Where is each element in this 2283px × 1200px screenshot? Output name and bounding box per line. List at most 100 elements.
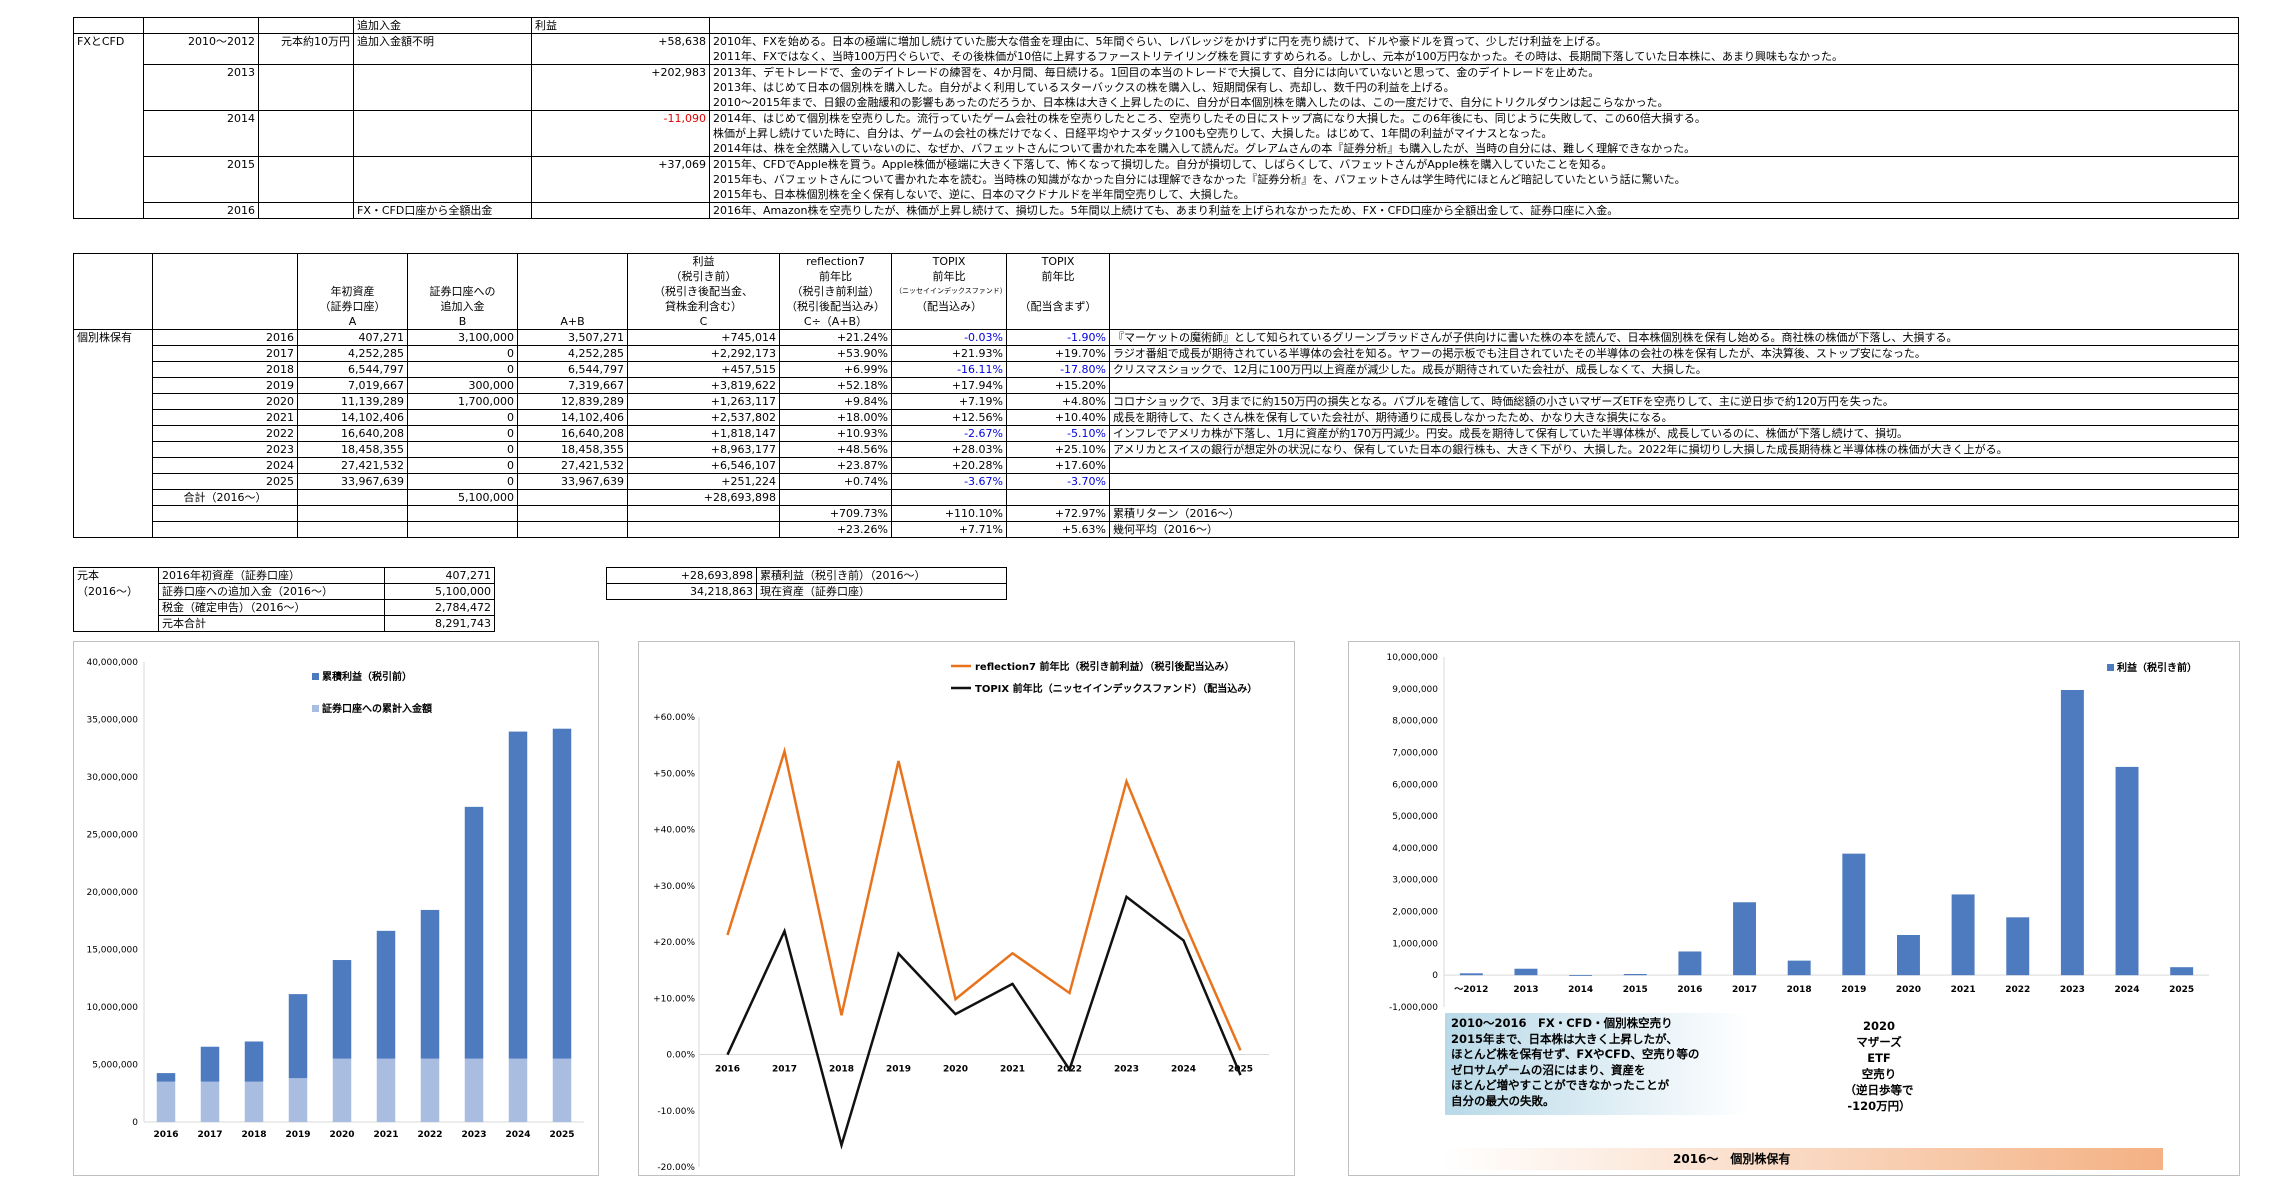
profit-bar xyxy=(464,806,484,1059)
profit-bar xyxy=(1733,902,1757,976)
history-table: 追加入金 利益 FXとCFD 2010～2012 元本約10万円 追加入金額不明 +58… xyxy=(73,17,2239,219)
x-tick-label: 2025 xyxy=(1228,1065,1253,1075)
holdings-r7: +18.00% xyxy=(779,409,892,426)
holdings-c: +6,546,107 xyxy=(627,457,780,474)
holdings-year: 2021 xyxy=(152,409,298,426)
history-row: 2013 +202,983 2013年、デモトレードで、金のデイトレードの練習を、4… xyxy=(73,64,2239,111)
summary-value: +28,693,898 xyxy=(606,567,757,584)
profit-bar xyxy=(288,994,308,1079)
annual-profit-chart: -1,000,000 0 1,000,000 2,000,000 3,000,000 4,… xyxy=(1386,653,2209,1013)
section-spacer xyxy=(73,425,153,442)
history-year: 2010～2012 xyxy=(143,33,259,65)
summary-row: 34,218,863 現在資産（証券口座） xyxy=(606,583,1007,600)
col-a-header: 年初資産 （証券口座） A xyxy=(297,253,408,330)
history-note: 2014年は、株を全然購入していないのに、なぜか、バフェットさんについて書かれた… xyxy=(709,141,2239,157)
history-row: 2010～2015年まで、日銀の金融緩和の影響もあったのだろうか、日本株は大きく… xyxy=(74,95,2239,111)
history-row: 2015 +37,069 2015年、CFDでApple株を買う。Apple株価が極… xyxy=(73,156,2239,203)
holdings-row: 2023 18,458,355 0 18,458,355 +8,963,177 +48.5… xyxy=(73,441,2239,458)
holdings-tp1: -0.03% xyxy=(891,329,1007,346)
x-tick-label: 2018 xyxy=(1787,985,1812,995)
principal-sublabel: （2016～） xyxy=(73,583,159,600)
principal-row: 元本合計 8,291,743 xyxy=(73,615,495,632)
left-annotation-box: 2010～2016 FX・CFD・個別株空売り 2015年まで、日本株は大きく上… xyxy=(1445,1013,1750,1115)
history-additional: 追加入金額不明 xyxy=(353,33,532,65)
history-additional: FX・CFD口座から全額出金 xyxy=(353,202,532,219)
x-tick-label: 2017 xyxy=(197,1130,222,1140)
average-tp2: +5.63% xyxy=(1006,521,1110,538)
holdings-c: +2,537,802 xyxy=(627,409,780,426)
x-tick-label: 2024 xyxy=(505,1130,530,1140)
y-tick-label: 25,000,000 xyxy=(86,831,138,841)
x-tick-label: 2021 xyxy=(373,1130,398,1140)
history-note: 2015年も、バフェットさんについて書かれた本を読む。当時株の知識がなかった自分… xyxy=(709,172,2239,187)
y-tick-label: 2,000,000 xyxy=(1392,908,1438,918)
section-spacer xyxy=(73,473,153,490)
history-note: 株価が上昇し続けていた時に、自分は、ゲームの会社の株だけでなく、日経平均やナスダ… xyxy=(709,126,2239,141)
holdings-b: 0 xyxy=(407,345,518,362)
history-year: 2014 xyxy=(143,110,259,157)
holdings-note: 成長を期待して、たくさん株を保有していた会社が、期待通りに成長しなかったため、か… xyxy=(1109,409,2239,426)
principal-value: 2,784,472 xyxy=(384,599,495,616)
holdings-tp2: +17.60% xyxy=(1006,457,1110,474)
x-tick-label: 2019 xyxy=(1841,985,1866,995)
deposit-bar xyxy=(508,1058,528,1122)
topix-line xyxy=(726,894,1242,1150)
history-capital xyxy=(258,64,354,111)
holdings-c: +2,292,173 xyxy=(627,345,780,362)
holdings-ab: 6,544,797 xyxy=(517,361,628,378)
profit-bar xyxy=(2170,967,2194,976)
col-b-header: 証券口座への 追加入金 B xyxy=(407,253,518,330)
principal-spacer xyxy=(73,615,159,632)
y-tick-label: 35,000,000 xyxy=(86,716,138,726)
holdings-tp1: +17.94% xyxy=(891,377,1007,394)
history-additional xyxy=(353,110,532,157)
history-profit: +202,983 xyxy=(531,64,710,111)
legend-label-profit: 累積利益（税引前） xyxy=(322,670,412,683)
holdings-note xyxy=(1109,377,2239,394)
holdings-c: +1,263,117 xyxy=(627,393,780,410)
y-tick-label: -1,000,000 xyxy=(1389,1003,1438,1013)
annual-profit-chart-panel: -1,000,000 0 1,000,000 2,000,000 3,000,000 4,… xyxy=(1348,641,2240,1176)
x-tick-label: 2024 xyxy=(2115,985,2140,995)
y-tick-label: +20.00% xyxy=(653,938,695,948)
footer-band: 2016～ 個別株保有 xyxy=(1443,1148,2163,1170)
holdings-tp1: +21.93% xyxy=(891,345,1007,362)
summary-key: 現在資産（証券口座） xyxy=(756,583,1007,600)
holdings-header-row: 年初資産 （証券口座） A 証券口座への 追加入金 B A+B 利益 （税引き前） （税引き… xyxy=(73,253,2239,330)
history-note: 2011年、FXではなく、当時100万円ぐらいで、その後株価が10倍に上昇するフ… xyxy=(709,49,2239,65)
y-tick-label: 3,000,000 xyxy=(1392,876,1438,886)
y-tick-label: 10,000,000 xyxy=(1386,653,1438,663)
history-category: FXとCFD xyxy=(73,33,144,65)
history-profit: +58,638 xyxy=(531,33,710,65)
profit-bar xyxy=(1623,974,1647,976)
col-c-header: 利益 （税引き前） （税引き後配当金、 貸株金利含む） C xyxy=(627,253,780,330)
history-profit: -11,090 xyxy=(531,110,710,157)
col-tp1-header: TOPIX 前年比 （ニッセイインデックスファンド） （配当込み） xyxy=(891,253,1007,330)
deposit-bar xyxy=(376,1058,396,1122)
holdings-tp1: -2.67% xyxy=(891,425,1007,442)
history-additional xyxy=(353,64,532,111)
x-tick-label: 2025 xyxy=(2169,985,2194,995)
y-tick-label: +60.00% xyxy=(653,713,695,723)
x-tick-label: 2022 xyxy=(417,1130,442,1140)
history-capital xyxy=(258,110,354,157)
profit-bar xyxy=(244,1041,264,1082)
history-profit: +37,069 xyxy=(531,156,710,203)
section-spacer xyxy=(73,441,153,458)
deposit-bar xyxy=(420,1058,440,1122)
x-tick-label: 2023 xyxy=(461,1130,486,1140)
profit-bar xyxy=(1514,968,1538,976)
cumulative-row: +709.73% +110.10% +72.97% 累積リターン（2016～） xyxy=(73,505,2239,522)
holdings-note: クリスマスショックで、12月に100万円以上資産が減少した。成長が期待されていた… xyxy=(1109,361,2239,378)
profit-bar xyxy=(552,728,572,1059)
principal-key: 2016年初資産（証券口座） xyxy=(158,567,385,584)
holdings-note: インフレでアメリカ株が下落し、1月に資産が約170万円減少。円安。成長を期待して… xyxy=(1109,425,2239,442)
history-row: FXとCFD 2010～2012 元本約10万円 追加入金額不明 +58,638 2010… xyxy=(73,33,2239,65)
cumulative-chart-panel: 0 5,000,000 10,000,000 15,000,000 20,000,000… xyxy=(73,641,599,1176)
profit-header: 利益 xyxy=(531,17,710,34)
y-tick-label: 4,000,000 xyxy=(1392,844,1438,854)
average-row: +23.26% +7.71% +5.63% 幾何平均（2016～） xyxy=(73,521,2239,538)
x-tick-label: 2018 xyxy=(829,1065,854,1075)
history-note: 2014年、はじめて個別株を空売りした。流行っていたゲーム会社の株を空売りしたと… xyxy=(709,110,2239,126)
history-note: 2010～2015年まで、日銀の金融緩和の影響もあったのだろうか、日本株は大きく… xyxy=(709,95,2239,111)
